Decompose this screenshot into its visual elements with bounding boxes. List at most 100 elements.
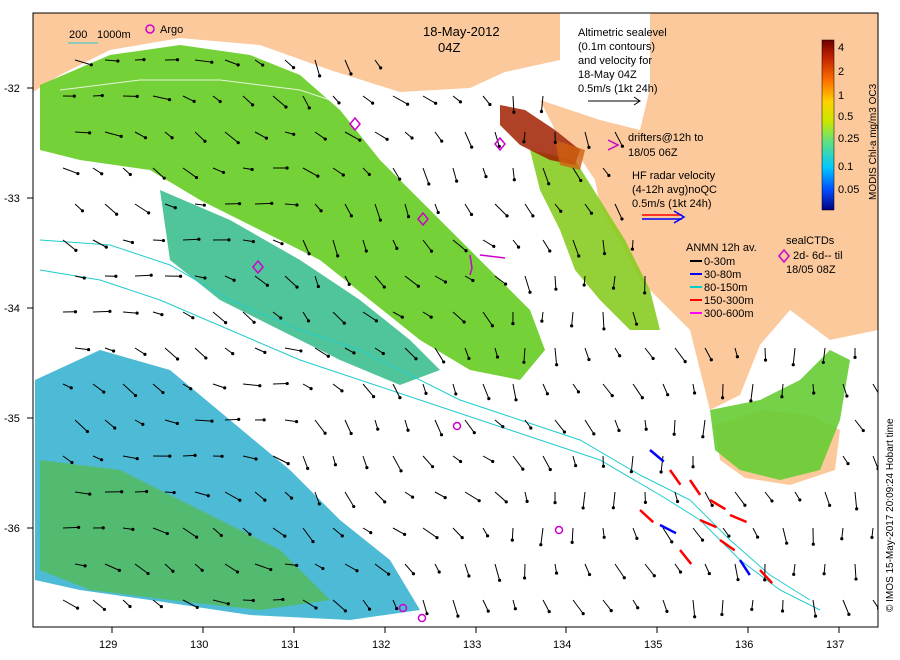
svg-text:-33: -33 (4, 193, 20, 205)
velocity-arrow (782, 527, 788, 544)
velocity-arrow (362, 599, 370, 610)
velocity-arrow-head (321, 566, 325, 571)
velocity-arrow (614, 419, 620, 431)
scale-bar-1000: 1000m (97, 29, 131, 41)
svg-text:18/05 06Z: 18/05 06Z (628, 147, 678, 159)
velocity-arrow-head (369, 531, 373, 535)
velocity-arrow (224, 131, 239, 144)
velocity-arrow (422, 455, 433, 468)
velocity-arrow-head (379, 66, 383, 70)
velocity-arrow (542, 599, 550, 612)
velocity-arrow-head (602, 327, 606, 331)
velocity-arrow (554, 419, 565, 433)
velocity-arrow-head (265, 283, 269, 287)
velocity-arrow (812, 599, 816, 617)
velocity-arrow-head (497, 578, 502, 582)
velocity-arrow-head (385, 137, 389, 141)
velocity-arrow (584, 563, 591, 575)
velocity-arrow-head (204, 356, 208, 360)
hf-radar-arrow (719, 538, 736, 552)
velocity-arrow-head (194, 175, 199, 180)
velocity-arrow (74, 491, 90, 495)
velocity-arrow (254, 202, 272, 205)
velocity-arrow (74, 203, 83, 212)
velocity-arrow (122, 239, 133, 243)
velocity-arrow (152, 167, 165, 179)
velocity-arrow (134, 274, 152, 277)
svg-text:0.05: 0.05 (838, 184, 859, 196)
velocity-arrow-head (736, 578, 740, 582)
velocity-arrow (464, 491, 480, 502)
velocity-arrow-head (309, 386, 313, 391)
velocity-arrow-head (336, 254, 340, 258)
velocity-arrow-head (286, 462, 290, 466)
velocity-arrow-head (828, 503, 832, 507)
velocity-arrow-head (467, 356, 471, 361)
velocity-arrow (134, 131, 146, 139)
velocity-arrow (662, 527, 673, 543)
velocity-arrow-head (701, 435, 705, 439)
velocity-arrow-head (264, 136, 269, 140)
velocity-arrow (194, 59, 212, 63)
velocity-arrow-head (73, 310, 78, 314)
velocity-arrow-head (570, 324, 574, 328)
velocity-arrow-head (284, 105, 288, 109)
velocity-arrow-head (693, 615, 697, 619)
velocity-arrow-head (175, 357, 180, 361)
velocity-arrow (152, 95, 170, 101)
velocity-arrow-head (555, 363, 559, 367)
velocity-arrow (422, 311, 432, 318)
velocity-arrow-head (128, 604, 132, 609)
velocity-arrow (134, 563, 149, 574)
velocity-arrow-head (76, 171, 80, 176)
velocity-arrow (750, 383, 754, 401)
velocity-arrow-head (427, 182, 431, 186)
velocity-arrow-head (376, 427, 380, 431)
chl-patch-sw-green (40, 460, 330, 610)
velocity-arrow (104, 203, 117, 215)
velocity-arrow-head (579, 178, 583, 183)
velocity-arrow-head (548, 467, 552, 472)
velocity-arrow (482, 95, 491, 105)
velocity-arrow-head (763, 358, 768, 362)
velocity-arrow (332, 527, 343, 537)
velocity-arrow-head (130, 240, 135, 245)
velocity-arrow-head (197, 237, 201, 241)
shelf-contour-1000 (39, 269, 821, 611)
hf-radar-arrow (688, 479, 702, 496)
velocity-arrow-head (223, 386, 227, 390)
sealevel-contour (59, 79, 361, 111)
chl-patch-east (710, 350, 850, 480)
velocity-arrow-head (117, 568, 121, 572)
velocity-arrow-head (539, 543, 543, 547)
chl-patch-nw (40, 45, 545, 380)
velocity-arrow-head (640, 396, 644, 400)
velocity-arrow-head (399, 469, 403, 473)
velocity-arrow (62, 599, 78, 609)
velocity-arrow (392, 383, 401, 398)
velocity-arrow-head (528, 290, 532, 294)
velocity-arrow-head (531, 214, 535, 218)
velocity-arrow-head (749, 399, 753, 403)
velocity-arrow (302, 527, 314, 542)
velocity-arrow (272, 455, 289, 465)
velocity-arrow-head (821, 360, 825, 364)
velocity-arrow (523, 131, 526, 142)
y-axis: -32 -33 -34 -35 -36 (4, 83, 33, 535)
velocity-arrow-head (355, 569, 359, 573)
velocity-arrow (404, 419, 409, 431)
velocity-arrow-head (424, 391, 428, 395)
velocity-arrow-head (486, 609, 490, 613)
velocity-arrow-head (587, 145, 591, 149)
velocity-arrow-head (314, 606, 318, 610)
velocity-arrow (314, 59, 321, 77)
svg-text:HF radar velocity: HF radar velocity (632, 170, 716, 182)
velocity-arrow (523, 347, 526, 363)
velocity-arrow (734, 491, 746, 506)
svg-text:2: 2 (838, 66, 844, 78)
velocity-arrow (673, 419, 676, 435)
velocity-arrow-head (513, 607, 517, 611)
velocity-arrow (344, 419, 352, 434)
velocity-arrow (392, 455, 402, 472)
